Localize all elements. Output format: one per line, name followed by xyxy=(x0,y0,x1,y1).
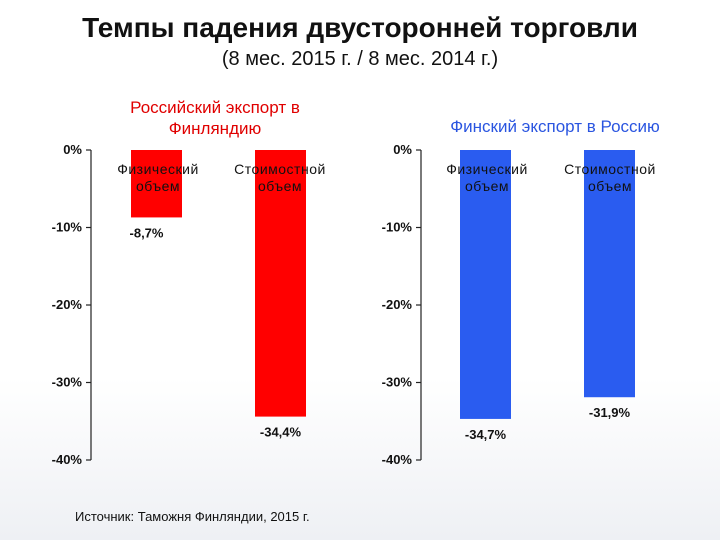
chart1-tick-label: -10% xyxy=(52,220,83,235)
chart1-bar xyxy=(255,150,306,417)
chart2-data-label: -34,7% xyxy=(465,427,507,442)
chart2-bar xyxy=(584,150,635,398)
chart2-tick-label: -20% xyxy=(382,297,413,312)
chart-title-finnish-export: Финский экспорт в Россию xyxy=(450,117,660,136)
chart1-tick-label: 0% xyxy=(63,142,82,157)
page-subtitle: (8 мес. 2015 г. / 8 мес. 2014 г.) xyxy=(221,48,499,70)
chart2-category-label: Стоимостной объем xyxy=(564,161,656,194)
page-title: Темпы падения двусторонней торговли xyxy=(82,12,638,43)
chart2-bar xyxy=(460,150,511,419)
chart2-tick-label: -30% xyxy=(382,375,413,390)
chart1-tick-label: -40% xyxy=(52,452,83,467)
chart1-category-label: Физический объем xyxy=(117,161,199,194)
chart2-tick-label: -10% xyxy=(382,220,413,235)
chart1-tick-label: -20% xyxy=(52,297,83,312)
chart1-tick-label: -30% xyxy=(52,375,83,390)
chart1-data-label: -8,7% xyxy=(130,225,164,240)
chart2-tick-label: 0% xyxy=(393,142,412,157)
chart1-category-label: Стоимостной объем xyxy=(234,161,326,194)
chart2-tick-label: -40% xyxy=(382,452,413,467)
chart1-data-label: -34,4% xyxy=(260,425,302,440)
chart2-data-label: -31,9% xyxy=(589,405,631,420)
chart-title-russian-export: Российский экспорт в Финляндию xyxy=(130,98,300,138)
source-note: Источник: Таможня Финляндии, 2015 г. xyxy=(75,509,310,524)
chart1-bar xyxy=(131,150,182,218)
chart2-category-label: Физический объем xyxy=(446,161,528,194)
